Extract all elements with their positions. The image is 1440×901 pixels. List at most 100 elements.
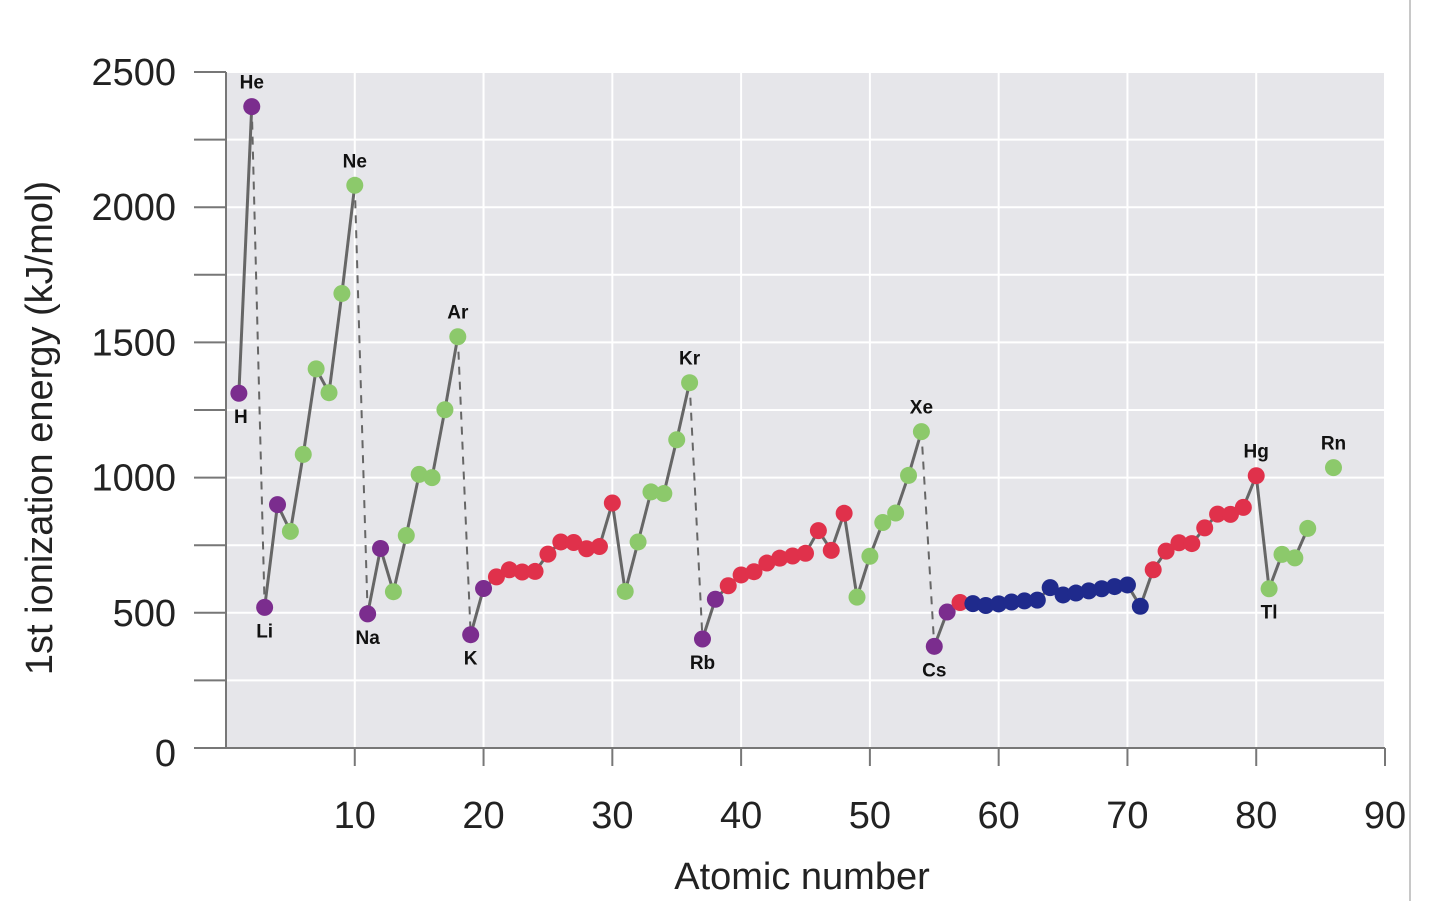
data-point-f-block (964, 595, 982, 613)
data-point-d-block (1157, 542, 1175, 560)
data-point-f-block (1041, 579, 1059, 597)
element-label: K (464, 649, 478, 670)
data-point-p-block (874, 513, 892, 531)
data-point-p-block (281, 522, 299, 540)
data-point-d-block (590, 538, 608, 556)
series-line-segment (662, 439, 679, 494)
data-point-s-block (925, 637, 943, 655)
y-tick-label: 1000 (91, 458, 176, 500)
element-label: Hg (1244, 442, 1269, 463)
data-point-s-block (475, 579, 493, 597)
data-point-s-block (938, 603, 956, 621)
data-point-s-block (269, 496, 287, 514)
x-tick-label: 20 (462, 795, 504, 837)
x-tick-label: 60 (978, 795, 1020, 837)
element-label: He (240, 73, 264, 94)
series-line-segment (443, 336, 460, 410)
data-point-s-block (359, 605, 377, 623)
data-point-d-block (1221, 505, 1239, 523)
data-point-p-block (1286, 549, 1304, 567)
data-point-d-block (539, 545, 557, 563)
series-line-segment (288, 454, 305, 532)
x-tick-label: 70 (1106, 795, 1148, 837)
data-point-d-block (500, 561, 518, 579)
data-point-p-block (1299, 519, 1317, 537)
data-points (230, 98, 1342, 655)
data-point-d-block (1183, 535, 1201, 553)
y-tick-label: 0 (155, 733, 176, 775)
element-labels: H He Li Ne Na Ar K Kr Rb Xe Cs Hg Tl Rn (234, 73, 1346, 682)
data-point-f-block (1118, 576, 1136, 594)
data-point-p-block (887, 504, 905, 522)
period-drop-line (688, 382, 704, 640)
data-point-s-block (706, 590, 724, 608)
data-point-p-block (912, 423, 930, 441)
data-point-s-block (372, 539, 390, 557)
data-point-p-block (397, 526, 415, 544)
axes: 0 500 1000 1500 2000 2500 10 20 30 40 50 60 70 80 90 (91, 52, 1406, 837)
data-point-d-block (487, 568, 505, 586)
data-point-s-block (693, 630, 711, 648)
data-point-p-block (307, 360, 325, 378)
series-line-segment (623, 541, 640, 592)
x-tick-label: 90 (1364, 795, 1406, 837)
data-point-p-block (320, 384, 338, 402)
data-point-p-block (681, 374, 699, 392)
element-label: Rn (1321, 434, 1346, 455)
data-point-p-block (861, 547, 879, 565)
data-point-p-block (1324, 459, 1342, 477)
data-point-f-block (1028, 591, 1046, 609)
y-tick-label: 500 (113, 593, 176, 635)
period-drop-line (920, 431, 936, 647)
data-point-d-block (784, 547, 802, 565)
data-point-s-block (462, 626, 480, 644)
series-line-segment (636, 491, 653, 543)
x-tick-label: 30 (591, 795, 633, 837)
data-point-d-block (809, 522, 827, 540)
x-tick-label: 80 (1235, 795, 1277, 837)
data-point-d-block (745, 563, 763, 581)
y-tick-label: 2500 (91, 52, 176, 94)
data-point-d-block (822, 541, 840, 559)
data-point-d-block (603, 494, 621, 512)
data-point-p-block (668, 431, 686, 449)
page-divider (1409, 0, 1411, 901)
data-point-f-block (1131, 597, 1149, 615)
data-point-d-block (552, 533, 570, 551)
data-point-p-block (1273, 545, 1291, 563)
data-point-d-block (951, 594, 969, 612)
data-point-p-block (1260, 580, 1278, 598)
data-point-p-block (410, 465, 428, 483)
data-point-f-block (1080, 582, 1098, 600)
element-label: Tl (1261, 603, 1278, 624)
y-axis-title: 1st ionization energy (kJ/mol) (19, 181, 61, 675)
data-point-d-block (513, 563, 531, 581)
series-line-segment (366, 548, 383, 615)
data-point-d-block (578, 540, 596, 558)
data-point-d-block (1170, 534, 1188, 552)
series-line-segment (842, 513, 859, 598)
y-tick-label: 1500 (91, 322, 176, 364)
data-point-f-block (990, 595, 1008, 613)
data-point-d-block (1209, 505, 1227, 523)
data-point-p-block (423, 469, 441, 487)
x-tick-label: 50 (849, 795, 891, 837)
element-label: Kr (679, 349, 701, 370)
data-point-d-block (526, 562, 544, 580)
y-tick-label: 2000 (91, 187, 176, 229)
data-point-d-block (719, 577, 737, 595)
data-point-d-block (1234, 498, 1252, 516)
element-label: H (234, 407, 248, 428)
data-point-d-block (797, 544, 814, 562)
data-point-d-block (1196, 519, 1214, 537)
x-axis-title: Atomic number (674, 856, 930, 898)
data-point-p-block (655, 485, 673, 503)
series-line-segment (301, 368, 318, 455)
series-line-segment (430, 409, 447, 478)
element-label: Ar (447, 303, 469, 324)
element-label: Rb (690, 653, 715, 674)
data-point-p-block (848, 588, 866, 606)
data-point-f-block (1067, 584, 1085, 602)
data-point-f-block (1093, 580, 1111, 598)
